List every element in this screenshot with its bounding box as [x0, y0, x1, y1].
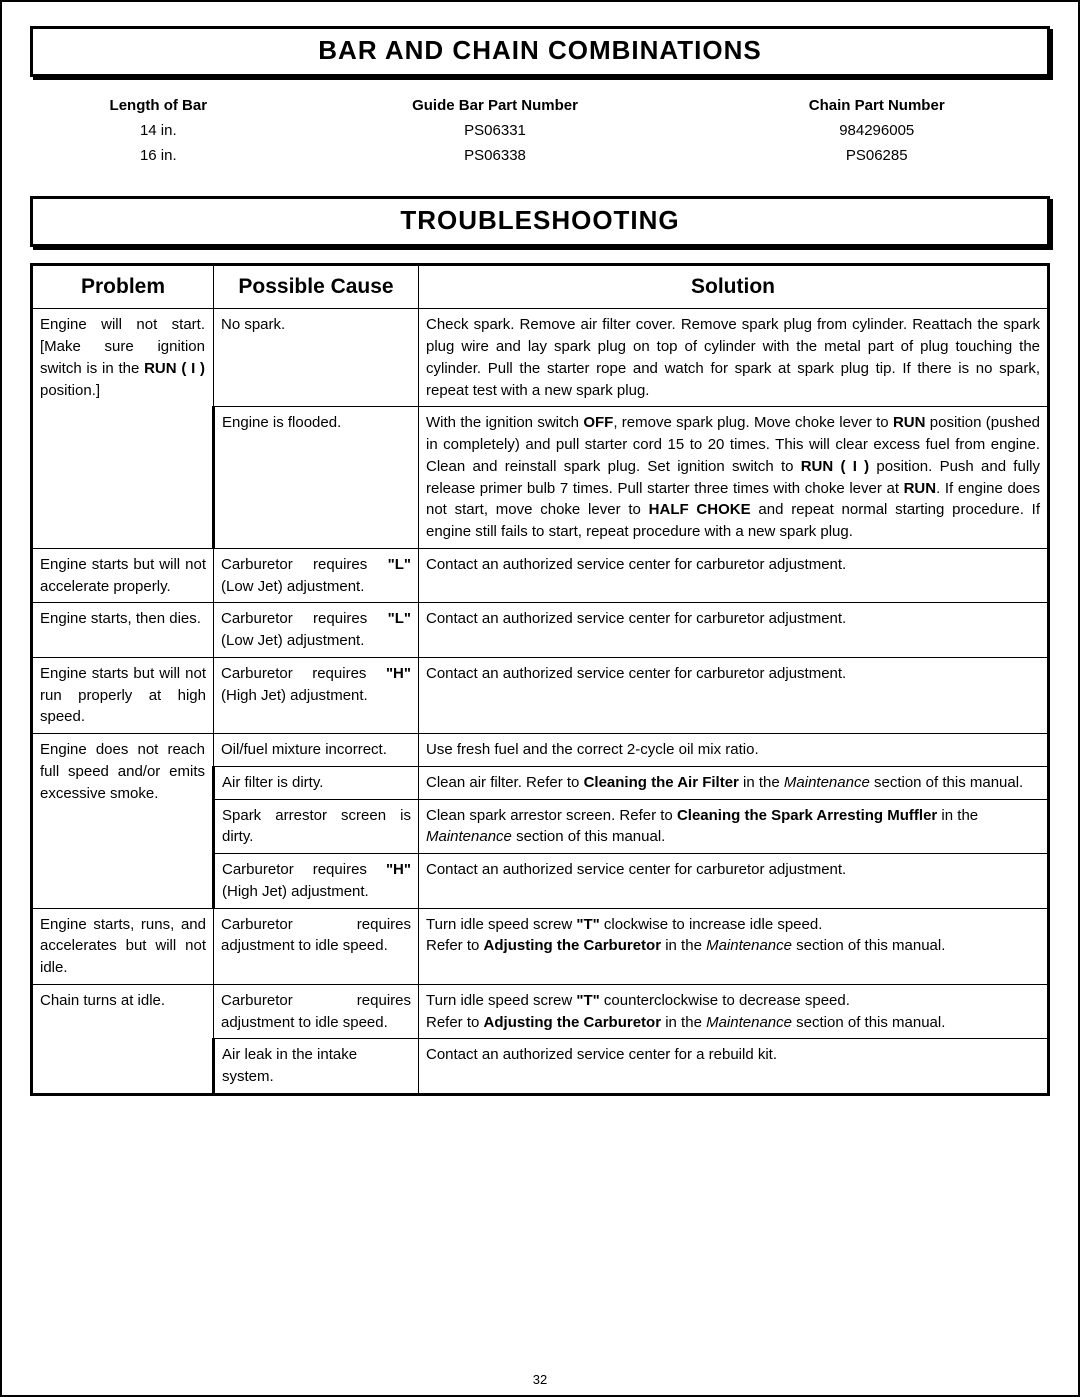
- solution-cell: Contact an authorized service center for…: [419, 854, 1049, 909]
- combos-cell: PS06331: [287, 118, 704, 143]
- solution-cell: Turn idle speed screw "T" counterclockwi…: [419, 984, 1049, 1039]
- table-row: Engine starts, then dies. Carburetor req…: [32, 603, 1049, 658]
- solution-cell: Contact an authorized service center for…: [419, 1039, 1049, 1095]
- section1-title: BAR AND CHAIN COMBINATIONS: [30, 26, 1050, 77]
- problem-cell: Chain turns at idle.: [32, 984, 214, 1094]
- problem-cell: Engine starts but will not run properly …: [32, 657, 214, 733]
- troubleshooting-table: Problem Possible Cause Solution Engine w…: [30, 263, 1050, 1096]
- table-row: Engine will not start. [Make sure igniti…: [32, 309, 1049, 407]
- combos-cell: 16 in.: [30, 143, 287, 168]
- combos-cell: 984296005: [703, 118, 1050, 143]
- solution-cell: Use fresh fuel and the correct 2-cycle o…: [419, 734, 1049, 767]
- solution-cell: Clean spark arrestor screen. Refer to Cl…: [419, 799, 1049, 854]
- bar-chain-table: Length of Bar Guide Bar Part Number Chai…: [30, 93, 1050, 168]
- problem-cell: Engine will not start. [Make sure igniti…: [32, 309, 214, 549]
- table-row: Chain turns at idle. Carburetor requires…: [32, 984, 1049, 1039]
- solution-cell: Contact an authorized service center for…: [419, 657, 1049, 733]
- cause-cell: No spark.: [214, 309, 419, 407]
- combos-cell: PS06338: [287, 143, 704, 168]
- solution-cell: Contact an authorized service center for…: [419, 548, 1049, 603]
- table-row: Engine starts, runs, and accelerates but…: [32, 908, 1049, 984]
- table-row: Engine starts but will not accelerate pr…: [32, 548, 1049, 603]
- combos-cell: PS06285: [703, 143, 1050, 168]
- solution-cell: Contact an authorized service center for…: [419, 603, 1049, 658]
- cause-cell: Carburetor requires "L" (Low Jet) adjust…: [214, 548, 419, 603]
- combos-cell: 14 in.: [30, 118, 287, 143]
- problem-cell: Engine starts, then dies.: [32, 603, 214, 658]
- table-row: 14 in. PS06331 984296005: [30, 118, 1050, 143]
- solution-cell: Turn idle speed screw "T" clockwise to i…: [419, 908, 1049, 984]
- cause-cell: Air filter is dirty.: [214, 766, 419, 799]
- solution-cell: With the ignition switch OFF, remove spa…: [419, 407, 1049, 549]
- cause-cell: Carburetor requires "H" (High Jet) adjus…: [214, 657, 419, 733]
- cause-cell: Oil/fuel mixture incorrect.: [214, 734, 419, 767]
- solution-cell: Clean air filter. Refer to Cleaning the …: [419, 766, 1049, 799]
- trouble-header-problem: Problem: [32, 265, 214, 309]
- table-row: Engine starts but will not run properly …: [32, 657, 1049, 733]
- combos-header-guide: Guide Bar Part Number: [287, 93, 704, 118]
- cause-cell: Carburetor requires "L" (Low Jet) adjust…: [214, 603, 419, 658]
- problem-cell: Engine starts but will not accelerate pr…: [32, 548, 214, 603]
- cause-cell: Carburetor requires "H" (High Jet) adjus…: [214, 854, 419, 909]
- problem-cell: Engine starts, runs, and accelerates but…: [32, 908, 214, 984]
- cause-cell: Carburetor requires adjustment to idle s…: [214, 908, 419, 984]
- trouble-header-solution: Solution: [419, 265, 1049, 309]
- combos-header-chain: Chain Part Number: [703, 93, 1050, 118]
- trouble-header-cause: Possible Cause: [214, 265, 419, 309]
- section2-title: TROUBLESHOOTING: [30, 196, 1050, 247]
- problem-cell: Engine does not reach full speed and/or …: [32, 734, 214, 909]
- table-row: 16 in. PS06338 PS06285: [30, 143, 1050, 168]
- page: BAR AND CHAIN COMBINATIONS Length of Bar…: [0, 0, 1080, 1397]
- cause-cell: Carburetor requires adjustment to idle s…: [214, 984, 419, 1039]
- page-number: 32: [2, 1372, 1078, 1387]
- combos-header-length: Length of Bar: [30, 93, 287, 118]
- cause-cell: Spark arrestor screen is dirty.: [214, 799, 419, 854]
- table-row: Engine does not reach full speed and/or …: [32, 734, 1049, 767]
- cause-cell: Engine is flooded.: [214, 407, 419, 549]
- cause-cell: Air leak in the intake system.: [214, 1039, 419, 1095]
- solution-cell: Check spark. Remove air filter cover. Re…: [419, 309, 1049, 407]
